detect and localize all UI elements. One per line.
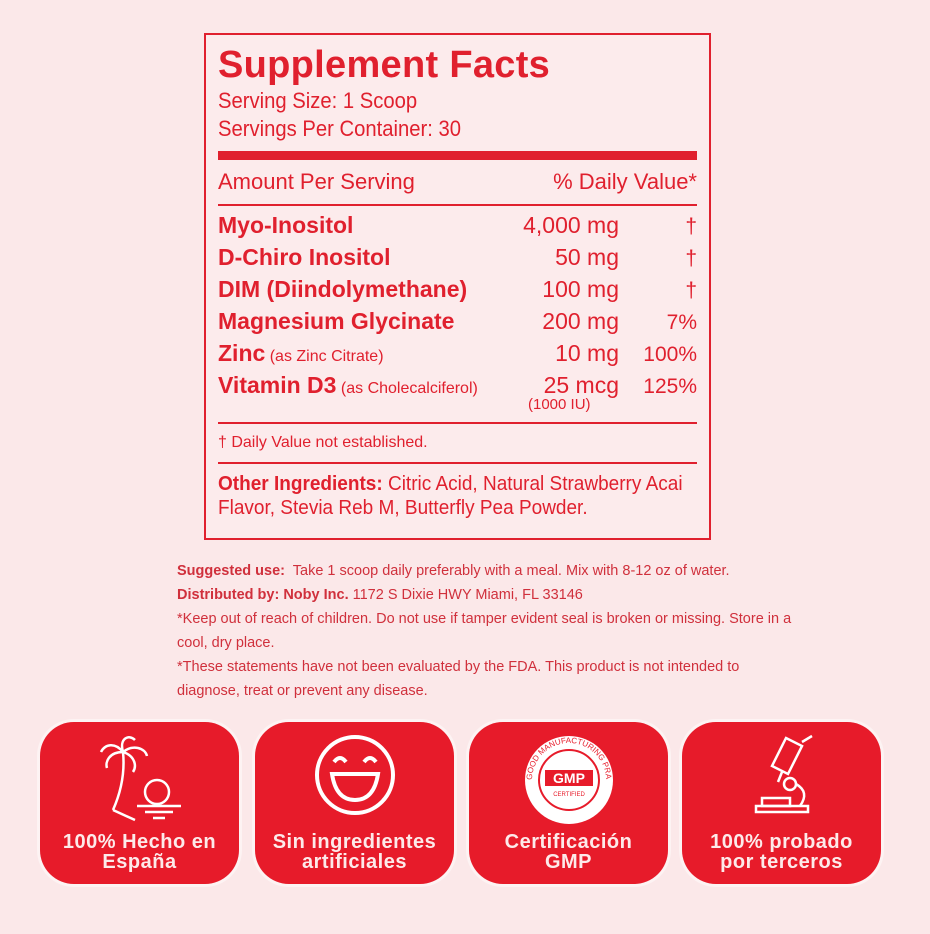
badge-gmp: GOOD MANUFACTURING PRACTICE GMP CERTIFIE… [469,722,668,884]
badge-label: Certificación GMP [504,831,633,873]
nutrient-note: (as Cholecalciferol) [336,380,478,397]
other-ingredients-text: Citric Acid, Natural Strawberry Acai Fla… [218,473,683,519]
nutrient-row: Vitamin D3 (as Cholecalciferol) 25 mcg 125… [218,372,697,404]
badge-no-artificial: Sin ingredientes artificiales [255,722,454,884]
nutrient-dv: 7% [666,311,697,334]
suggested-use-text: Take 1 scoop daily preferably with a mea… [284,563,730,579]
nutrient-amount: 4,000 mg [523,212,619,238]
nutrient-name-text: Myo-Inositol [218,212,354,238]
fda-disclaimer: *These statements have not been evaluate… [177,659,740,699]
product-notes: Suggested use: Take 1 scoop daily prefer… [177,559,797,703]
nutrient-name-text: Magnesium Glycinate [218,308,455,334]
warning: *Keep out of reach of children. Do not u… [177,611,792,651]
nutrient-name: Vitamin D3 (as Cholecalciferol) [218,372,489,399]
nutrient-name: DIM (Diindolymethane) [218,276,489,303]
suggested-use: Suggested use: Take 1 scoop daily prefer… [177,559,797,583]
nutrient-dv: 125% [643,375,697,398]
other-ingredients: Other Ingredients: Citric Acid, Natural … [218,464,712,520]
nutrient-row: Myo-Inositol 4,000 mg † [218,212,697,244]
nutrient-amount: 25 mcg [543,372,619,398]
nutrient-name: Myo-Inositol [218,212,489,239]
suggested-use-label: Suggested use: [177,563,285,579]
nutrient-name: Zinc (as Zinc Citrate) [218,340,489,367]
nutrient-amount: 200 mg [542,308,619,334]
nutrient-row: Zinc (as Zinc Citrate) 10 mg 100% [218,340,697,372]
supplement-facts-panel: Supplement Facts Serving Size: 1 Scoop S… [204,33,711,540]
divider [218,422,697,424]
nutrient-amount: 100 mg [542,276,619,302]
other-ingredients-label: Other Ingredients: [218,473,383,495]
badge-label: 100% Hecho en España [62,831,217,873]
nutrient-row: Magnesium Glycinate 200 mg 7% [218,308,697,340]
palm-tree-icon [99,736,181,822]
distributor: Distributed by: Noby Inc. 1172 S Dixie H… [177,583,797,607]
divider [218,151,697,160]
nutrient-dv: † [685,279,697,302]
nutrient-name-text: Vitamin D3 [218,372,337,398]
nutrient-dv: † [685,215,697,238]
divider [218,462,697,464]
panel-title: Supplement Facts [218,44,551,86]
nutrient-dv: 100% [643,343,697,366]
amount-header: Amount Per Serving [218,169,415,194]
divider [218,204,697,206]
nutrient-note: (as Zinc Citrate) [265,348,384,365]
distributor-address: 1172 S Dixie HWY Miami, FL 33146 [348,587,583,603]
nutrient-name-text: D-Chiro Inositol [218,244,391,270]
badge-made-in-spain: 100% Hecho en España [40,722,239,884]
nutrient-name-text: DIM (Diindolymethane) [218,276,468,302]
gmp-seal-icon: GOOD MANUFACTURING PRACTICE GMP CERTIFIE… [521,732,613,824]
serving-size: Serving Size: 1 Scoop [218,88,418,113]
badge-label: Sin ingredientes artificiales [272,831,437,873]
nutrient-row: DIM (Diindolymethane) 100 mg † [218,276,697,308]
footnote: † Daily Value not established. [218,434,428,451]
smiley-icon [314,735,395,815]
nutrient-name: D-Chiro Inositol [218,244,489,271]
nutrient-dv: † [685,247,697,270]
nutrient-name: Magnesium Glycinate [218,308,489,335]
servings-per-container: Servings Per Container: 30 [218,116,462,141]
nutrient-amount: 50 mg [555,244,619,270]
distributor-label: Distributed by: Noby Inc. [177,587,349,603]
seal-main-text: GMP [553,770,585,786]
vitamin-d-iu: (1000 IU) [528,396,591,413]
badge-third-party-tested: 100% probado por terceros [682,722,881,884]
microscope-icon [754,734,813,814]
badge-label: 100% probado por terceros [710,831,853,873]
table-header: Amount Per Serving % Daily Value* [218,166,697,204]
nutrient-name-text: Zinc [218,340,266,366]
seal-sub-text: CERTIFIED [553,792,585,798]
nutrient-row: D-Chiro Inositol 50 mg † [218,244,697,276]
dv-header: % Daily Value* [553,169,697,194]
nutrient-amount: 10 mg [555,340,619,366]
